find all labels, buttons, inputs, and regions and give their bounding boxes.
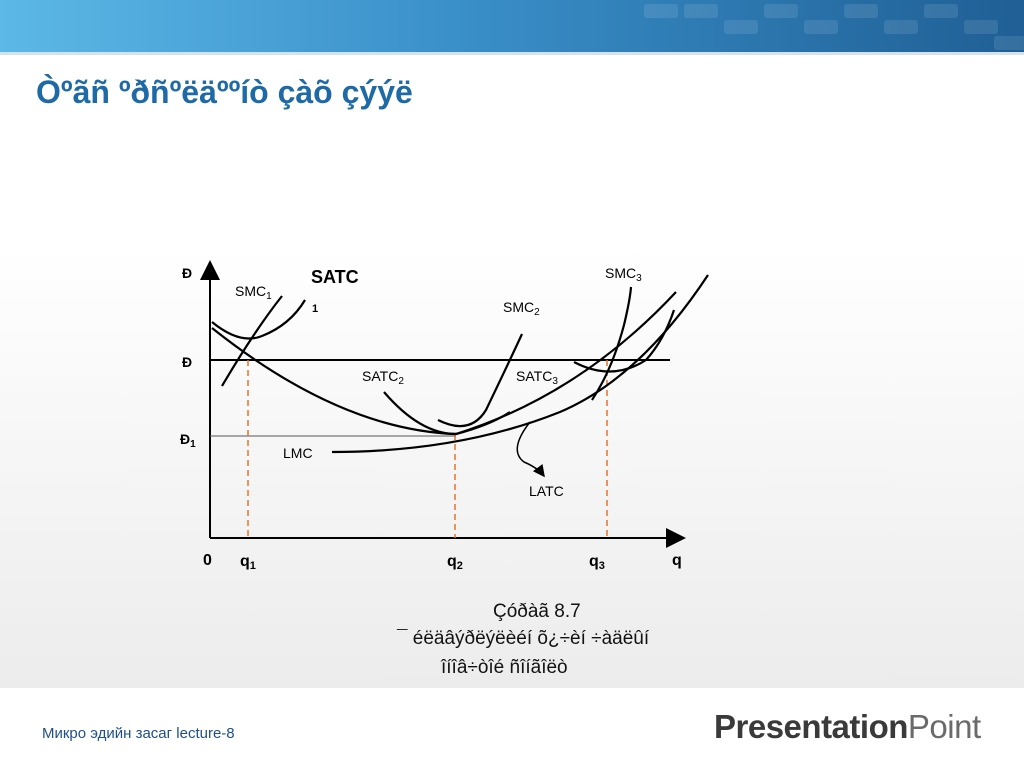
- smc1-curve: [221, 295, 283, 387]
- slide-title: Òºãñ ºðñºëäººíò çàõ çýýë: [36, 74, 413, 110]
- y-axis-label: Ð: [182, 265, 192, 281]
- header-separator: [0, 52, 1024, 55]
- smc3-curve: [591, 286, 633, 401]
- origin-label: 0: [203, 552, 212, 569]
- satc3-curve: [573, 309, 676, 373]
- q3-label: q3: [589, 553, 605, 572]
- satc3-label: SATC3: [516, 368, 558, 387]
- price-label-p1: Ð1: [180, 431, 196, 450]
- figure-caption-number: Çóðàã 8.7: [493, 601, 581, 622]
- figure-caption-line2: ¯ éëäâýðëýëèéí õ¿÷èí ÷àäëûí: [397, 628, 650, 649]
- x-axis-label: q: [672, 552, 682, 569]
- slide-body: [0, 55, 1024, 688]
- smc1-label: SMC1: [235, 283, 272, 302]
- satc2-curve: [383, 391, 511, 436]
- brand-logo: PresentationPoint: [714, 708, 981, 746]
- lmc-label: LMC: [283, 445, 313, 461]
- satc1-curve: [211, 299, 306, 340]
- brand-light: Point: [907, 708, 981, 745]
- footer: [0, 688, 1024, 768]
- latc-pointer: [516, 421, 545, 478]
- satc1-subscript: 1: [312, 303, 318, 315]
- smc3-label: SMC3: [605, 265, 642, 284]
- header-band: [0, 0, 1024, 52]
- latc-label: LATC: [529, 483, 564, 499]
- smc2-label: SMC2: [503, 299, 540, 318]
- q2-label: q2: [447, 553, 463, 572]
- brand-bold: Presentation: [714, 708, 908, 745]
- satc2-label: SATC2: [362, 368, 404, 387]
- price-label-p: Ð: [182, 354, 192, 370]
- smc2-curve: [437, 333, 523, 428]
- figure-caption-line3: îíîâ÷òîé ñîíãîëò: [441, 657, 568, 678]
- footer-course-label: Микро эдийн засаг lecture-8: [42, 725, 235, 742]
- satc1-label: SATC: [311, 267, 359, 287]
- q1-label: q1: [240, 553, 256, 572]
